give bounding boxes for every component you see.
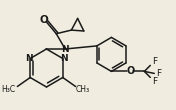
Text: F: F bbox=[152, 77, 157, 86]
Text: N: N bbox=[61, 45, 69, 53]
Text: F: F bbox=[152, 57, 157, 66]
Text: CH₃: CH₃ bbox=[76, 85, 90, 94]
Text: H₃C: H₃C bbox=[1, 85, 15, 94]
Text: N: N bbox=[60, 54, 68, 63]
Text: F: F bbox=[156, 69, 161, 78]
Text: O: O bbox=[126, 66, 135, 76]
Text: N: N bbox=[25, 54, 33, 63]
Text: O: O bbox=[39, 15, 48, 25]
